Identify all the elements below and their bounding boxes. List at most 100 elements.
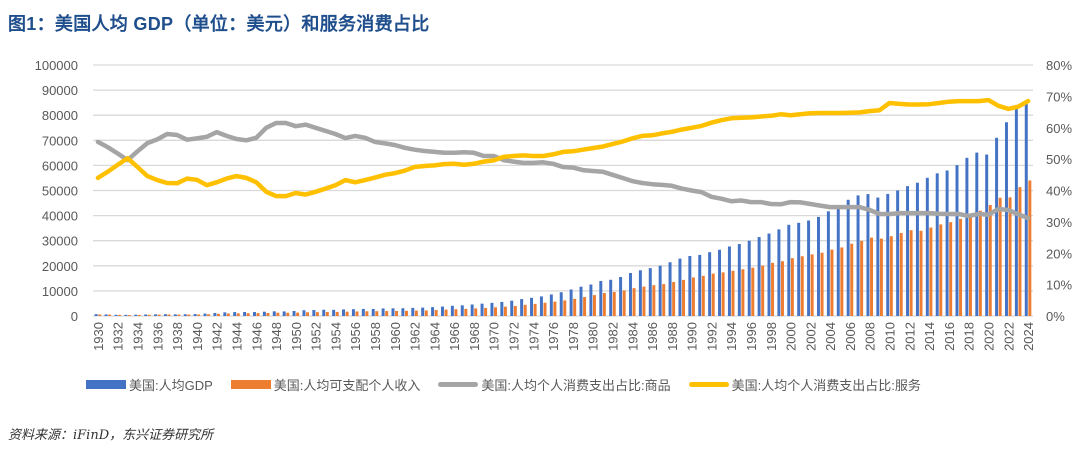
bar-gdp bbox=[401, 308, 405, 316]
x-tick-label: 1986 bbox=[645, 322, 660, 351]
bar-gdp bbox=[945, 170, 949, 316]
bar-gdp bbox=[876, 197, 880, 316]
bar-gdp bbox=[826, 211, 830, 316]
bar-income bbox=[860, 240, 864, 316]
x-tick-label: 1966 bbox=[447, 322, 462, 351]
bar-gdp bbox=[381, 308, 385, 316]
y-tick-right: 20% bbox=[1046, 246, 1072, 261]
x-tick-label: 1974 bbox=[526, 322, 541, 351]
bar-gdp bbox=[282, 311, 286, 316]
x-axis: 1930 1932 1934 1936 1938 1940 1942 1944 1946 1948… bbox=[91, 322, 1036, 351]
bar-gdp bbox=[411, 307, 415, 316]
legend-label-income: 美国:人均可支配个人收入 bbox=[273, 378, 421, 393]
bar-gdp bbox=[223, 312, 227, 316]
bar-gdp bbox=[500, 301, 504, 316]
x-tick-label: 2006 bbox=[843, 322, 858, 351]
legend-label-services: 美国:人均个人消费支出占比:服务 bbox=[731, 378, 921, 393]
bar-income bbox=[385, 311, 389, 316]
bar-gdp bbox=[856, 195, 860, 316]
bar-gdp bbox=[678, 258, 682, 316]
x-tick-label: 1930 bbox=[91, 322, 106, 351]
bar-gdp bbox=[371, 308, 375, 316]
bar-income bbox=[810, 254, 814, 316]
bar-income bbox=[583, 297, 587, 316]
bar-income bbox=[850, 243, 854, 316]
y-axis-left: 0 10000 20000 30000 40000 50000 60000 70000 8000… bbox=[35, 58, 78, 324]
bar-gdp bbox=[985, 154, 989, 316]
bar-income bbox=[879, 238, 883, 316]
legend-swatch-income bbox=[230, 380, 271, 389]
bar-gdp bbox=[569, 289, 573, 316]
x-tick-label: 2008 bbox=[863, 322, 878, 351]
bar-gdp bbox=[322, 309, 326, 316]
bar-income bbox=[137, 314, 141, 316]
legend-item-goods[interactable]: 美国:人均个人消费支出占比:商品 bbox=[438, 375, 671, 394]
y-axis-right: 0% 10% 20% 30% 40% 50% 60% 70% 80% bbox=[1046, 58, 1072, 324]
bar-income bbox=[127, 315, 131, 316]
bar-income bbox=[820, 252, 824, 316]
bar-gdp bbox=[767, 233, 771, 316]
bar-gdp bbox=[648, 268, 652, 316]
legend-item-gdp[interactable]: 美国:人均GDP bbox=[86, 375, 213, 394]
bar-gdp bbox=[787, 224, 791, 316]
y-tick-left: 60000 bbox=[42, 158, 78, 173]
chart-title: 图1：美国人均 GDP（单位：美元）和服务消费占比 bbox=[8, 14, 430, 34]
y-tick-right: 60% bbox=[1046, 121, 1072, 136]
bar-gdp bbox=[589, 284, 593, 316]
bar-gdp bbox=[628, 273, 632, 316]
bar-income bbox=[345, 311, 349, 316]
bar-gdp bbox=[836, 205, 840, 316]
bar-income bbox=[118, 314, 122, 316]
bar-income bbox=[454, 309, 458, 316]
x-tick-label: 2000 bbox=[784, 322, 799, 351]
line-goods-share bbox=[95, 120, 1031, 221]
y-tick-right: 0% bbox=[1046, 309, 1065, 324]
y-tick-right: 10% bbox=[1046, 278, 1072, 293]
legend-item-services[interactable]: 美国:人均个人消费支出占比:服务 bbox=[688, 375, 921, 394]
legend-swatch-services bbox=[688, 382, 729, 387]
x-tick-label: 2010 bbox=[883, 322, 898, 351]
bar-gdp bbox=[718, 249, 722, 316]
bar-income bbox=[207, 314, 211, 316]
x-tick-label: 1962 bbox=[408, 322, 423, 351]
bar-income bbox=[226, 313, 230, 316]
bar-gdp bbox=[965, 157, 969, 316]
legend-item-income[interactable]: 美国:人均可支配个人收入 bbox=[230, 375, 421, 394]
bar-income bbox=[771, 262, 775, 316]
x-tick-label: 1980 bbox=[586, 322, 601, 351]
bar-income bbox=[296, 312, 300, 316]
bar-gdp bbox=[431, 307, 435, 316]
bar-gdp bbox=[668, 262, 672, 316]
bar-income bbox=[286, 312, 290, 316]
bar-gdp bbox=[262, 311, 266, 316]
bar-income bbox=[424, 310, 428, 316]
bar-gdp bbox=[866, 194, 870, 316]
x-tick-label: 1948 bbox=[269, 322, 284, 351]
bar-gdp bbox=[421, 307, 425, 316]
bar-gdp bbox=[391, 308, 395, 316]
bar-income bbox=[691, 277, 695, 316]
legend: 美国:人均GDP 美国:人均可支配个人收入 美国:人均个人消费支出占比:商品 美… bbox=[86, 375, 939, 394]
x-tick-label: 1964 bbox=[427, 322, 442, 351]
x-tick-label: 1956 bbox=[348, 322, 363, 351]
bar-income bbox=[909, 230, 913, 316]
bar-gdp bbox=[579, 286, 583, 316]
legend-label-gdp: 美国:人均GDP bbox=[129, 378, 213, 393]
bar-series bbox=[94, 101, 1032, 317]
bar-income bbox=[335, 311, 339, 316]
y-tick-left: 80000 bbox=[42, 108, 78, 123]
bar-gdp bbox=[886, 193, 890, 316]
x-tick-label: 1960 bbox=[388, 322, 403, 351]
bar-gdp bbox=[173, 314, 177, 316]
bar-gdp bbox=[252, 312, 256, 316]
bar-gdp bbox=[342, 309, 346, 316]
x-tick-label: 1940 bbox=[190, 322, 205, 351]
x-tick-label: 2012 bbox=[902, 322, 917, 351]
x-tick-label: 1944 bbox=[230, 322, 245, 351]
bar-income bbox=[157, 314, 161, 316]
bar-income bbox=[602, 293, 606, 316]
x-tick-label: 1992 bbox=[704, 322, 719, 351]
bar-income bbox=[365, 311, 369, 316]
x-tick-label: 1972 bbox=[507, 322, 522, 351]
bar-gdp bbox=[609, 279, 613, 316]
